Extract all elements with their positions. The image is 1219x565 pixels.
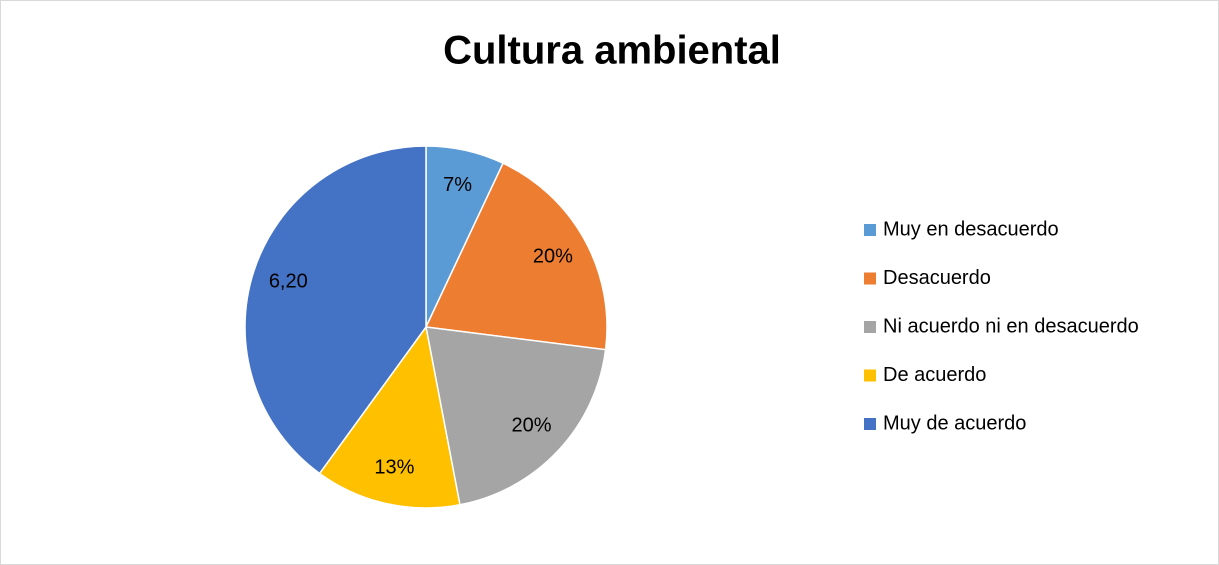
pie-slice xyxy=(424,162,608,351)
data-label: 20% xyxy=(512,414,552,436)
legend-swatch xyxy=(864,418,876,430)
legend-swatch xyxy=(864,321,876,333)
data-label: 20% xyxy=(533,246,573,268)
legend-label: Muy en desacuerdo xyxy=(883,218,1059,240)
pie-slice xyxy=(318,325,461,509)
legend-label: Muy de acuerdo xyxy=(883,412,1026,434)
pie-slice xyxy=(244,145,427,475)
chart-title: Cultura ambiental xyxy=(443,29,781,73)
legend-swatch xyxy=(864,272,876,285)
data-label: 7% xyxy=(443,174,472,196)
data-label: 13% xyxy=(374,457,414,479)
legend-swatch xyxy=(864,369,876,382)
legend-label: Ni acuerdo ni en desacuerdo xyxy=(883,315,1139,337)
legend-label: Desacuerdo xyxy=(883,267,991,289)
data-label: 6,20 xyxy=(269,271,308,293)
legend-label: De acuerdo xyxy=(883,364,986,386)
pie-slice xyxy=(425,326,607,506)
legend-swatch xyxy=(864,224,876,236)
